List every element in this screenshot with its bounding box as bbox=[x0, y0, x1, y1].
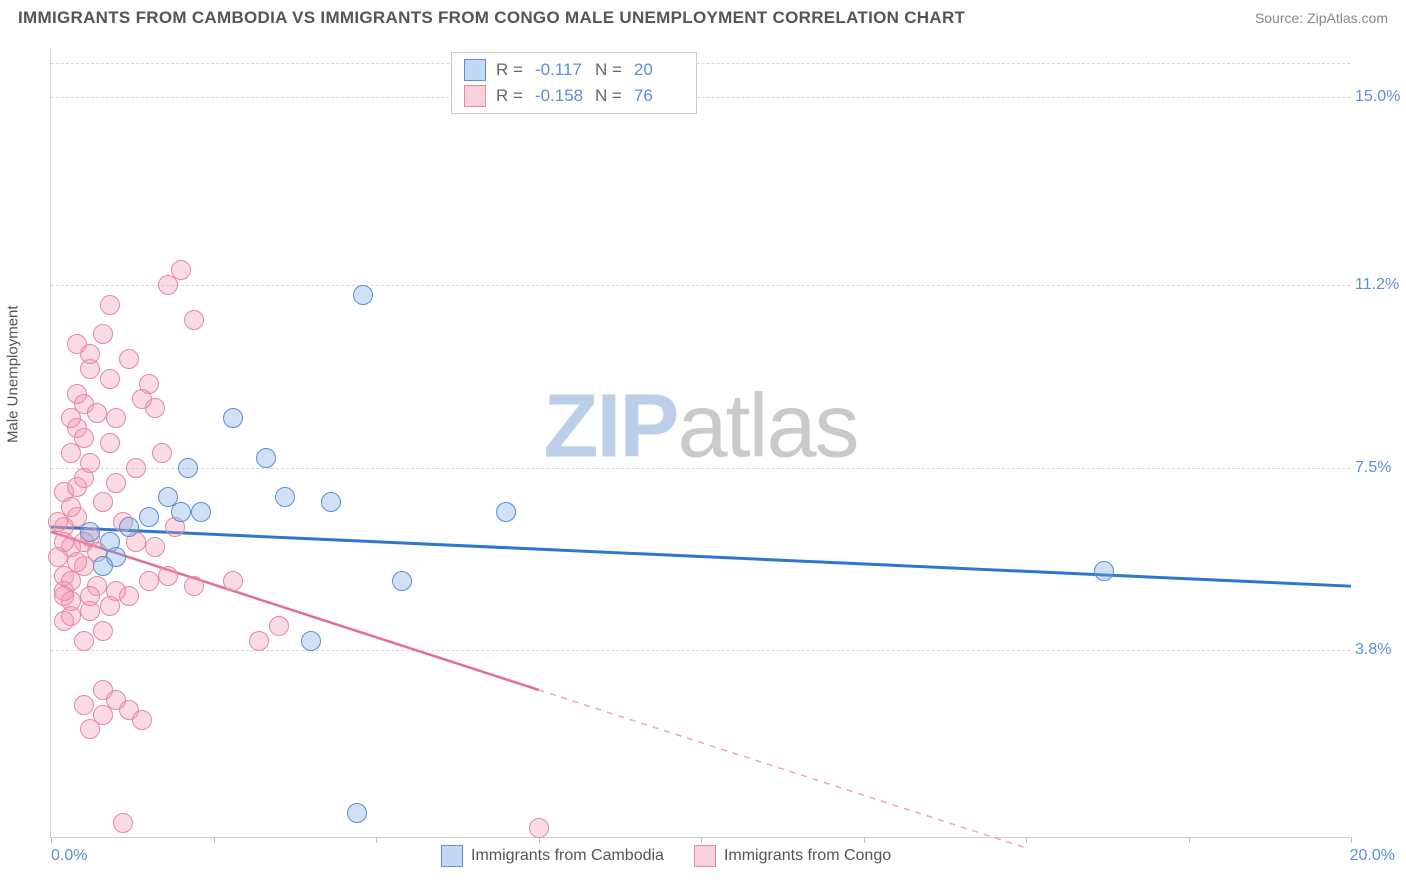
point-cambodia bbox=[93, 556, 113, 576]
point-congo bbox=[93, 680, 113, 700]
n-value-pink: 76 bbox=[634, 86, 684, 106]
point-congo bbox=[113, 813, 133, 833]
point-congo bbox=[74, 428, 94, 448]
point-congo bbox=[106, 408, 126, 428]
point-congo bbox=[158, 275, 178, 295]
r-value-pink: -0.158 bbox=[535, 86, 585, 106]
point-congo bbox=[223, 571, 243, 591]
point-cambodia bbox=[275, 487, 295, 507]
point-cambodia bbox=[139, 507, 159, 527]
correlation-legend: R = -0.117 N = 20 R = -0.158 N = 76 bbox=[451, 52, 697, 114]
point-congo bbox=[80, 344, 100, 364]
series-name-0: Immigrants from Cambodia bbox=[471, 847, 664, 865]
n-label: N = bbox=[595, 86, 622, 106]
source-label: Source: ZipAtlas.com bbox=[1255, 10, 1388, 26]
point-cambodia bbox=[1094, 561, 1114, 581]
point-congo bbox=[48, 512, 68, 532]
x-axis-max-label: 20.0% bbox=[1350, 847, 1395, 865]
point-congo bbox=[54, 586, 74, 606]
point-cambodia bbox=[321, 492, 341, 512]
point-congo bbox=[119, 586, 139, 606]
point-congo bbox=[106, 473, 126, 493]
x-axis-min-label: 0.0% bbox=[51, 847, 87, 865]
point-cambodia bbox=[119, 517, 139, 537]
point-congo bbox=[132, 389, 152, 409]
legend-item-congo: Immigrants from Congo bbox=[694, 845, 891, 867]
series-name-1: Immigrants from Congo bbox=[724, 847, 891, 865]
swatch-blue bbox=[441, 845, 463, 867]
point-cambodia bbox=[392, 571, 412, 591]
point-congo bbox=[100, 433, 120, 453]
point-congo bbox=[152, 443, 172, 463]
point-congo bbox=[67, 552, 87, 572]
point-cambodia bbox=[353, 285, 373, 305]
point-congo bbox=[87, 403, 107, 423]
swatch-blue bbox=[464, 59, 486, 81]
point-congo bbox=[80, 453, 100, 473]
legend-row-pink: R = -0.158 N = 76 bbox=[464, 83, 684, 109]
point-congo bbox=[184, 310, 204, 330]
y-tick-label: 3.8% bbox=[1355, 641, 1405, 659]
point-congo bbox=[93, 324, 113, 344]
point-congo bbox=[184, 576, 204, 596]
y-tick-label: 15.0% bbox=[1355, 88, 1405, 106]
point-congo bbox=[80, 719, 100, 739]
point-cambodia bbox=[191, 502, 211, 522]
chart-area: Male Unemployment 15.0%11.2%7.5%3.8% 0.0… bbox=[50, 48, 1350, 838]
point-congo bbox=[93, 492, 113, 512]
point-cambodia bbox=[178, 458, 198, 478]
point-congo bbox=[80, 586, 100, 606]
point-cambodia bbox=[347, 803, 367, 823]
x-tick bbox=[1351, 837, 1352, 843]
swatch-pink bbox=[694, 845, 716, 867]
y-axis-title: Male Unemployment bbox=[5, 305, 22, 443]
point-congo bbox=[158, 566, 178, 586]
point-congo bbox=[74, 695, 94, 715]
point-congo bbox=[132, 710, 152, 730]
point-cambodia bbox=[80, 522, 100, 542]
point-congo bbox=[74, 631, 94, 651]
point-congo bbox=[529, 818, 549, 838]
series-legend: Immigrants from Cambodia Immigrants from… bbox=[441, 845, 891, 867]
legend-row-blue: R = -0.117 N = 20 bbox=[464, 57, 684, 83]
point-congo bbox=[67, 477, 87, 497]
header: IMMIGRANTS FROM CAMBODIA VS IMMIGRANTS F… bbox=[0, 0, 1406, 32]
scatter-plot bbox=[51, 48, 1350, 837]
point-congo bbox=[126, 458, 146, 478]
point-congo bbox=[100, 596, 120, 616]
point-congo bbox=[145, 537, 165, 557]
point-cambodia bbox=[301, 631, 321, 651]
point-cambodia bbox=[158, 487, 178, 507]
r-label: R = bbox=[496, 60, 523, 80]
point-congo bbox=[93, 621, 113, 641]
n-label: N = bbox=[595, 60, 622, 80]
point-congo bbox=[67, 384, 87, 404]
point-congo bbox=[119, 349, 139, 369]
r-label: R = bbox=[496, 86, 523, 106]
point-cambodia bbox=[496, 502, 516, 522]
point-congo bbox=[61, 606, 81, 626]
r-value-blue: -0.117 bbox=[535, 60, 585, 80]
point-congo bbox=[269, 616, 289, 636]
point-cambodia bbox=[256, 448, 276, 468]
point-congo bbox=[100, 295, 120, 315]
point-congo bbox=[54, 532, 74, 552]
chart-title: IMMIGRANTS FROM CAMBODIA VS IMMIGRANTS F… bbox=[18, 8, 965, 28]
y-tick-label: 11.2% bbox=[1355, 276, 1405, 294]
point-cambodia bbox=[223, 408, 243, 428]
legend-item-cambodia: Immigrants from Cambodia bbox=[441, 845, 664, 867]
n-value-blue: 20 bbox=[634, 60, 684, 80]
y-tick-label: 7.5% bbox=[1355, 459, 1405, 477]
point-congo bbox=[139, 571, 159, 591]
point-congo bbox=[249, 631, 269, 651]
swatch-pink bbox=[464, 85, 486, 107]
point-congo bbox=[61, 408, 81, 428]
point-congo bbox=[100, 369, 120, 389]
